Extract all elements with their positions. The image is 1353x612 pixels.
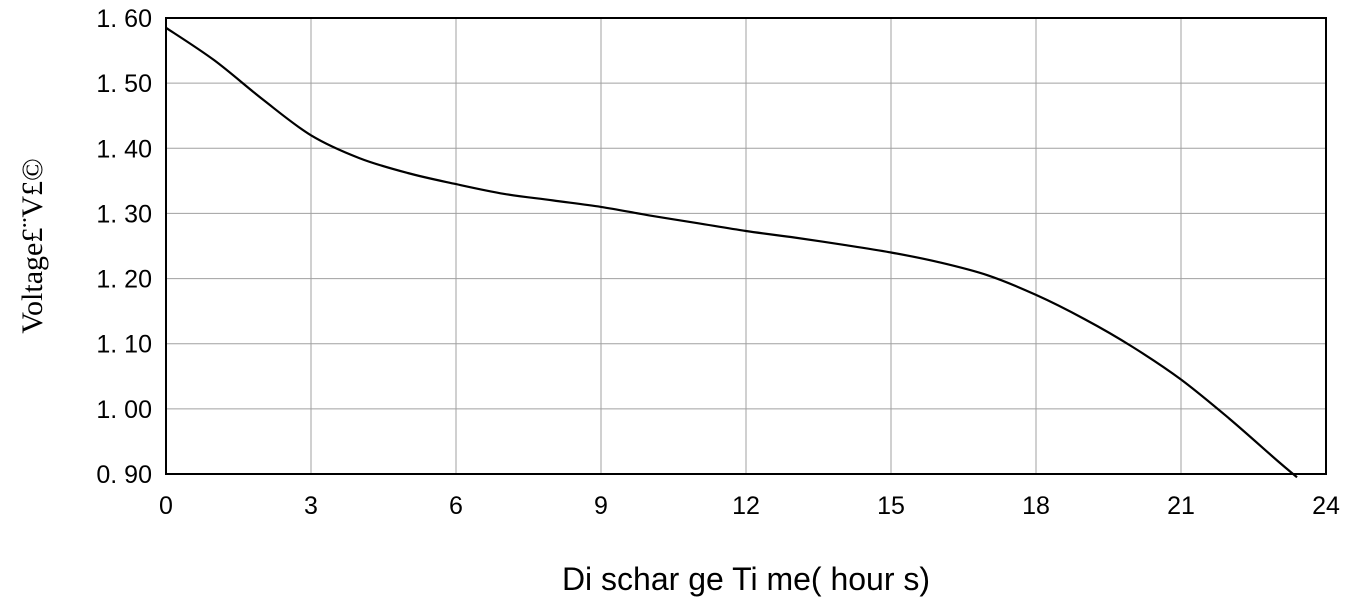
x-tick-label: 3 [304,492,318,520]
y-tick-label: 1. 50 [96,70,152,98]
y-tick-label: 1. 10 [96,331,152,359]
y-tick-label: 1. 60 [96,5,152,33]
x-tick-label: 0 [159,492,173,520]
y-tick-label: 1. 30 [96,200,152,228]
x-tick-label: 24 [1312,492,1340,520]
y-tick-label: 0. 90 [96,461,152,489]
x-tick-label: 9 [594,492,608,520]
plot-frame [165,17,1327,475]
x-tick-label: 21 [1167,492,1195,520]
y-tick-labels: 0. 90 1. 00 1. 10 1. 20 1. 30 1. 40 1. 50 1. 60 [96,5,152,489]
x-tick-label: 18 [1022,492,1050,520]
y-tick-label: 1. 00 [96,396,152,424]
x-tick-label: 15 [877,492,905,520]
x-axis-title: Di schar ge Ti me( hour s) [562,561,930,597]
y-axis-title: Voltage£¨V£© [16,158,49,334]
series-line [165,26,1298,479]
y-tick-label: 1. 20 [96,266,152,294]
x-tick-label: 12 [732,492,760,520]
y-tick-label: 1. 40 [96,135,152,163]
grid [165,17,1327,475]
x-tick-label: 6 [449,492,463,520]
x-tick-labels: 0 3 6 9 12 15 18 21 24 [159,492,1340,520]
